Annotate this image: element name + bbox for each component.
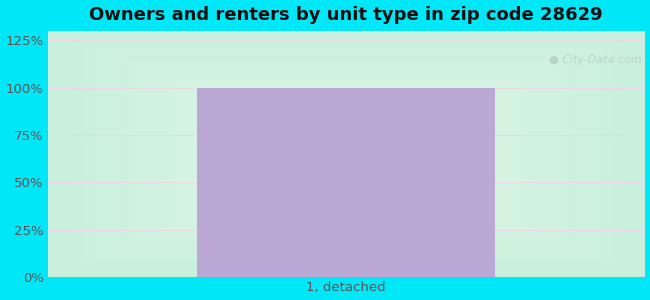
Text: ● City-Data.com: ● City-Data.com bbox=[549, 55, 642, 65]
Bar bbox=[197, 88, 495, 277]
Title: Owners and renters by unit type in zip code 28629: Owners and renters by unit type in zip c… bbox=[89, 6, 603, 24]
